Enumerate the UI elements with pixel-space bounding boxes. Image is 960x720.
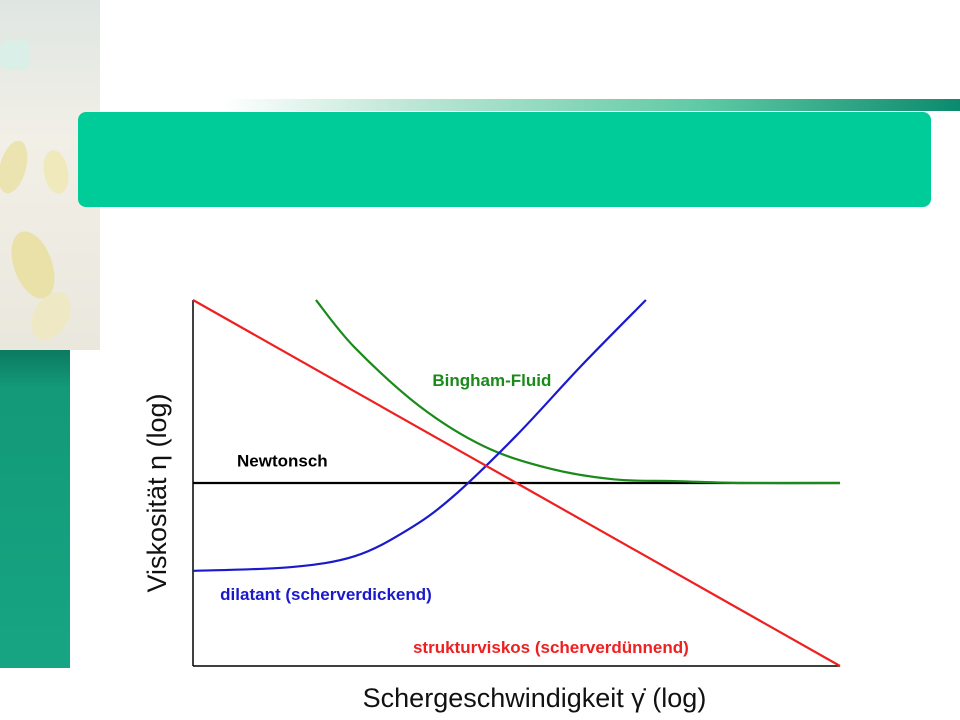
series-line-pseudoplastic [192,299,841,667]
x-axis-label: Schergeschwindigkeit γ̇ (log) [363,683,707,713]
title-bar [78,112,931,207]
pill-box-icon [0,40,30,70]
y-axis-label: Viskosität η (log) [142,393,172,592]
sidebar-accent [0,350,70,668]
header-gradient-stripe [220,99,960,111]
series-label-bingham-fluid: Bingham-Fluid [432,371,551,390]
series-label-newtonian: Newtonsch [237,452,328,471]
series-label-pseudoplastic: strukturviskos (scherverdünnend) [413,638,689,657]
series-label-dilatant: dilatant (scherverdickend) [220,585,432,604]
series-line-bingham-fluid [315,299,841,485]
series-line-dilatant [192,299,647,572]
